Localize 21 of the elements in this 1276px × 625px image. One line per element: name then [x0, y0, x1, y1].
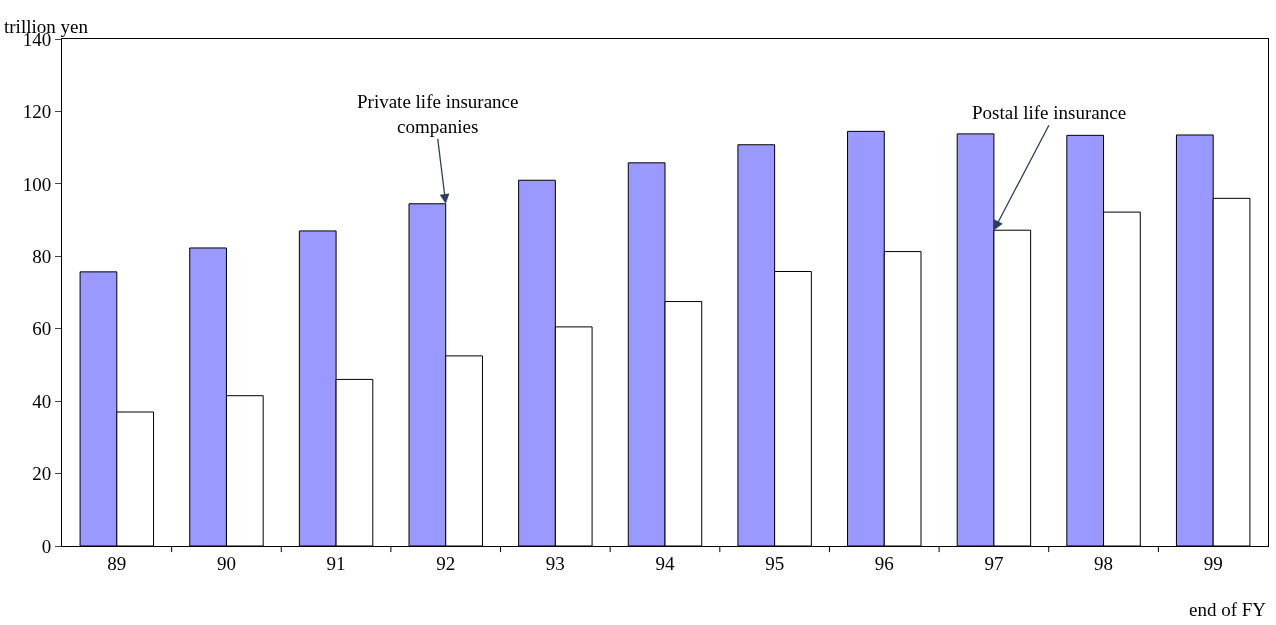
x-tick-label: 99	[1203, 552, 1223, 574]
x-tick-label: 89	[107, 552, 127, 574]
annotation: Postal life insurance	[972, 102, 1127, 123]
x-tick-label: 97	[984, 552, 1004, 574]
y-tick-label: 80	[32, 245, 52, 267]
y-tick-label: 0	[41, 535, 52, 557]
y-tick-label: 120	[22, 101, 52, 123]
x-tick-label: 91	[326, 552, 346, 574]
x-tick-label: 92	[436, 552, 456, 574]
x-tick-label: 96	[874, 552, 894, 574]
y-tick-label: 100	[22, 173, 52, 195]
y-tick-label: 20	[32, 463, 52, 485]
y-tick-label: 60	[32, 318, 52, 340]
x-tick-label: 93	[545, 552, 565, 574]
x-tick-label: 94	[655, 552, 675, 574]
y-tick-label: 40	[32, 390, 52, 412]
x-tick-label: 95	[765, 552, 785, 574]
x-axis-title: end of FY	[1189, 599, 1267, 620]
annotation: Private life insurance companies	[357, 91, 519, 137]
x-tick-label: 98	[1094, 552, 1114, 574]
x-tick-label: 90	[216, 552, 236, 574]
